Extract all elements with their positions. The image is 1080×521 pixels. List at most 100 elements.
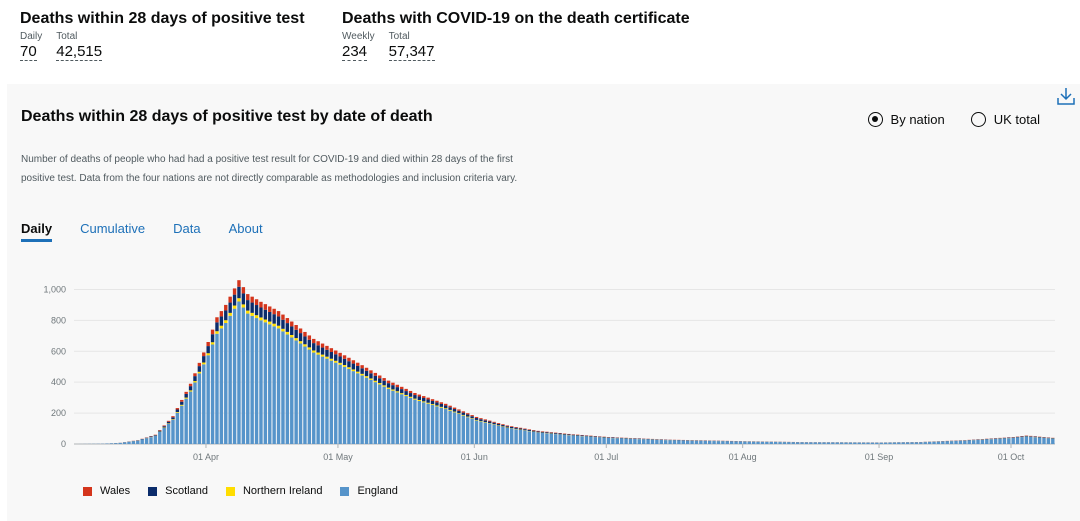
bar-england[interactable]: [672, 440, 677, 444]
bar-wales[interactable]: [523, 428, 527, 430]
bar-england[interactable]: [254, 318, 259, 444]
bar-scotland[interactable]: [549, 432, 554, 434]
bar-england[interactable]: [122, 442, 127, 444]
bar-scotland[interactable]: [567, 434, 571, 436]
bar-northern-ireland[interactable]: [219, 325, 224, 329]
bar-wales[interactable]: [342, 355, 347, 359]
bar-wales[interactable]: [316, 341, 320, 346]
bar-northern-ireland[interactable]: [320, 354, 325, 357]
bar-england[interactable]: [131, 441, 136, 444]
bar-wales[interactable]: [527, 429, 532, 430]
bar-wales[interactable]: [184, 391, 188, 394]
bar-scotland[interactable]: [149, 436, 153, 437]
bar-england[interactable]: [611, 438, 615, 444]
bar-scotland[interactable]: [444, 405, 448, 409]
bar-scotland[interactable]: [246, 300, 250, 311]
bar-england[interactable]: [914, 442, 919, 444]
bar-england[interactable]: [378, 384, 382, 444]
bar-northern-ireland[interactable]: [338, 362, 342, 365]
bar-northern-ireland[interactable]: [329, 358, 334, 361]
bar-scotland[interactable]: [532, 430, 536, 432]
bar-england[interactable]: [791, 442, 795, 444]
bar-england[interactable]: [369, 379, 373, 444]
bar-england[interactable]: [325, 358, 329, 444]
bar-northern-ireland[interactable]: [188, 390, 193, 392]
bar-england[interactable]: [809, 442, 813, 444]
bar-scotland[interactable]: [193, 376, 197, 382]
bar-england[interactable]: [562, 434, 567, 444]
bar-wales[interactable]: [369, 370, 373, 374]
bar-wales[interactable]: [246, 294, 250, 301]
bar-england[interactable]: [184, 398, 188, 444]
bar-england[interactable]: [769, 441, 773, 444]
bar-northern-ireland[interactable]: [395, 391, 400, 393]
bar-scotland[interactable]: [290, 326, 294, 335]
bar-england[interactable]: [883, 442, 888, 444]
bar-england[interactable]: [505, 427, 510, 444]
bar-england[interactable]: [329, 360, 334, 444]
bar-scotland[interactable]: [307, 339, 312, 348]
bar-england[interactable]: [681, 440, 685, 444]
bar-wales[interactable]: [285, 318, 290, 324]
bar-scotland[interactable]: [1033, 436, 1037, 438]
bar-scotland[interactable]: [276, 316, 281, 326]
bar-england[interactable]: [927, 441, 932, 444]
bar-wales[interactable]: [422, 396, 426, 399]
bar-scotland[interactable]: [492, 422, 496, 425]
bar-england[interactable]: [993, 438, 998, 444]
bar-england[interactable]: [712, 441, 716, 444]
bar-england[interactable]: [998, 438, 1002, 444]
bar-scotland[interactable]: [281, 319, 285, 329]
bar-scotland[interactable]: [554, 433, 558, 434]
bar-england[interactable]: [281, 331, 285, 444]
bar-england[interactable]: [210, 344, 215, 444]
bar-wales[interactable]: [404, 388, 408, 392]
bar-scotland[interactable]: [316, 345, 320, 353]
bar-wales[interactable]: [378, 375, 382, 379]
bar-northern-ireland[interactable]: [391, 389, 395, 391]
bar-scotland[interactable]: [320, 347, 325, 355]
bar-wales[interactable]: [180, 399, 184, 402]
bar-northern-ireland[interactable]: [312, 350, 316, 353]
metric-total-value[interactable]: 42,515: [56, 43, 103, 61]
bar-scotland[interactable]: [184, 393, 188, 398]
bar-wales[interactable]: [232, 288, 237, 295]
bar-england[interactable]: [870, 442, 875, 444]
bar-england[interactable]: [470, 418, 474, 444]
bar-england[interactable]: [303, 346, 307, 444]
bar-scotland[interactable]: [466, 414, 470, 417]
bar-england[interactable]: [782, 442, 787, 444]
bar-scotland[interactable]: [263, 309, 268, 320]
bar-wales[interactable]: [338, 352, 342, 357]
bar-northern-ireland[interactable]: [430, 404, 435, 406]
bar-northern-ireland[interactable]: [351, 369, 356, 372]
tab-data[interactable]: Data: [173, 221, 201, 236]
bar-wales[interactable]: [188, 383, 193, 387]
bar-england[interactable]: [751, 441, 756, 444]
bar-scotland[interactable]: [435, 402, 439, 406]
bar-england[interactable]: [144, 438, 149, 444]
bar-england[interactable]: [149, 437, 153, 444]
bar-wales[interactable]: [505, 425, 510, 427]
bar-wales[interactable]: [466, 413, 470, 415]
bar-england[interactable]: [114, 443, 118, 444]
bar-wales[interactable]: [206, 342, 210, 347]
bar-northern-ireland[interactable]: [474, 419, 479, 421]
tab-daily[interactable]: Daily: [21, 221, 53, 242]
bar-scotland[interactable]: [413, 395, 417, 399]
bar-england[interactable]: [853, 442, 857, 444]
bar-england[interactable]: [162, 427, 166, 444]
bar-northern-ireland[interactable]: [232, 305, 237, 309]
bar-scotland[interactable]: [536, 431, 540, 433]
bar-england[interactable]: [738, 441, 743, 444]
bar-england[interactable]: [554, 434, 558, 444]
bar-england[interactable]: [263, 322, 268, 444]
bar-wales[interactable]: [461, 411, 466, 413]
bar-scotland[interactable]: [215, 322, 219, 332]
bar-wales[interactable]: [166, 420, 171, 422]
bar-england[interactable]: [677, 440, 681, 444]
bar-wales[interactable]: [210, 329, 215, 335]
bar-northern-ireland[interactable]: [426, 402, 430, 404]
bar-wales[interactable]: [435, 400, 439, 403]
bar-wales[interactable]: [501, 424, 505, 426]
